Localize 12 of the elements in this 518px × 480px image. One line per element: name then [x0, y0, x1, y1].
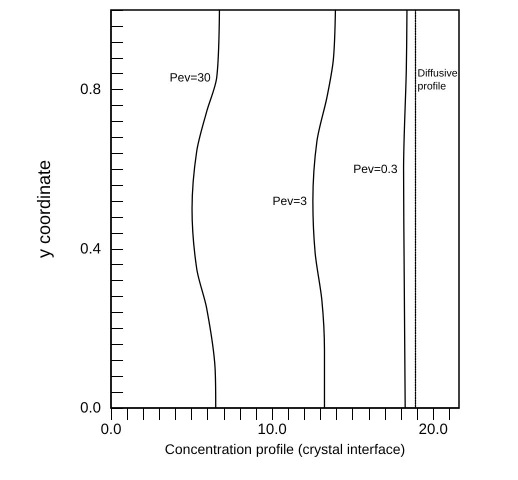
- y-tick-label: 0.8: [80, 81, 101, 98]
- series-label: Diffusive profile: [418, 68, 460, 92]
- y-tick-label: 0.4: [80, 240, 101, 258]
- x-axis-title: Concentration profile (crystal interface): [164, 440, 406, 457]
- y-axis-title: y coordinate: [34, 160, 54, 258]
- x-tick-label: 20.0: [418, 421, 448, 438]
- y-tick-label: 0.0: [80, 400, 101, 416]
- x-tick-label: 10.0: [258, 421, 287, 438]
- series-label: Pev=30: [170, 70, 211, 85]
- series-label: Pev=3: [272, 194, 308, 208]
- x-tick-label: 0.0: [100, 421, 122, 438]
- series-label: Pev=0.3: [353, 162, 398, 176]
